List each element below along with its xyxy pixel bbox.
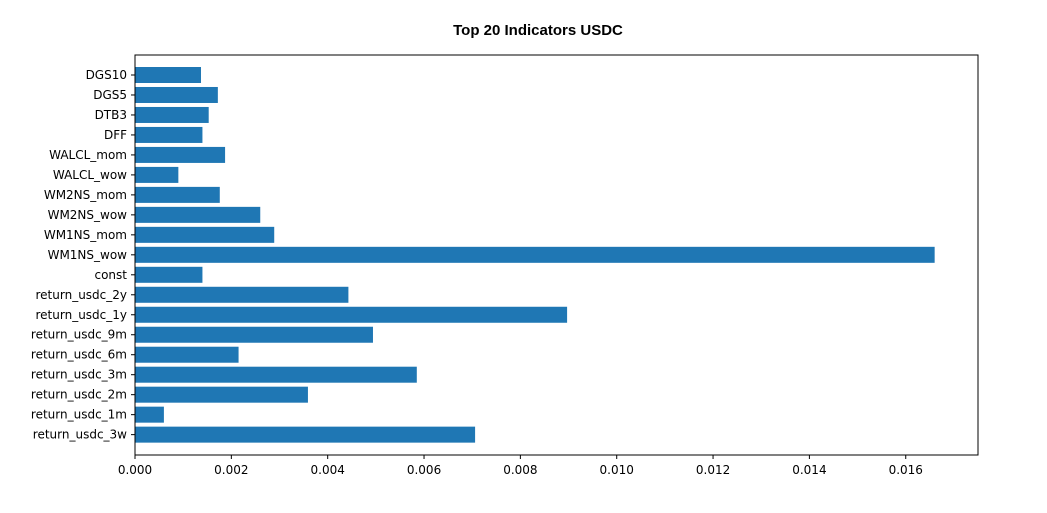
- y-tick-label: return_usdc_1y: [36, 308, 128, 322]
- bar: [135, 86, 218, 103]
- y-tick-label: return_usdc_3w: [33, 428, 127, 442]
- bar: [135, 246, 935, 263]
- y-tick-label: return_usdc_2y: [36, 288, 128, 302]
- y-tick-label: return_usdc_9m: [31, 328, 127, 342]
- x-tick-label: 0.000: [118, 463, 152, 477]
- y-tick-label: DTB3: [95, 108, 127, 122]
- x-tick-label: 0.010: [600, 463, 634, 477]
- y-tick-label: return_usdc_2m: [31, 388, 127, 402]
- bar: [135, 326, 373, 343]
- x-tick-label: 0.016: [889, 463, 923, 477]
- chart-title: Top 20 Indicators USDC: [453, 22, 623, 39]
- bar: [135, 126, 203, 143]
- y-tick-label: DFF: [104, 128, 127, 142]
- x-tick-label: 0.008: [503, 463, 537, 477]
- bar: [135, 306, 568, 323]
- bar: [135, 186, 220, 203]
- y-tick-label: DGS10: [86, 68, 127, 82]
- y-tick-label: WM2NS_wow: [48, 208, 128, 222]
- y-tick-label: DGS5: [93, 88, 127, 102]
- bar: [135, 206, 261, 223]
- y-tick-label: const: [94, 268, 127, 282]
- x-tick-label: 0.014: [792, 463, 826, 477]
- bar: [135, 386, 308, 403]
- bar: [135, 406, 164, 423]
- y-tick-label: return_usdc_1m: [31, 408, 127, 422]
- bar: [135, 166, 179, 183]
- bar: [135, 366, 417, 383]
- bar: [135, 226, 275, 243]
- y-tick-label: WM1NS_wow: [48, 248, 128, 262]
- x-tick-label: 0.012: [696, 463, 730, 477]
- bar: [135, 286, 349, 303]
- x-tick-label: 0.004: [311, 463, 345, 477]
- y-tick-label: WALCL_wow: [53, 168, 127, 182]
- bar: [135, 67, 201, 83]
- y-tick-label: WM2NS_mom: [44, 188, 127, 202]
- plot-frame: [134, 54, 979, 456]
- bar: [135, 266, 203, 283]
- x-tick-label: 0.006: [407, 463, 441, 477]
- y-tick-label: return_usdc_3m: [31, 368, 127, 382]
- y-tick-label: return_usdc_6m: [31, 348, 127, 362]
- bar: [135, 426, 476, 443]
- bar: [135, 146, 226, 163]
- bar: [135, 346, 239, 363]
- y-tick-label: WALCL_mom: [49, 148, 127, 162]
- y-tick-label: WM1NS_mom: [44, 228, 127, 242]
- x-tick-label: 0.002: [214, 463, 248, 477]
- bar: [135, 106, 209, 123]
